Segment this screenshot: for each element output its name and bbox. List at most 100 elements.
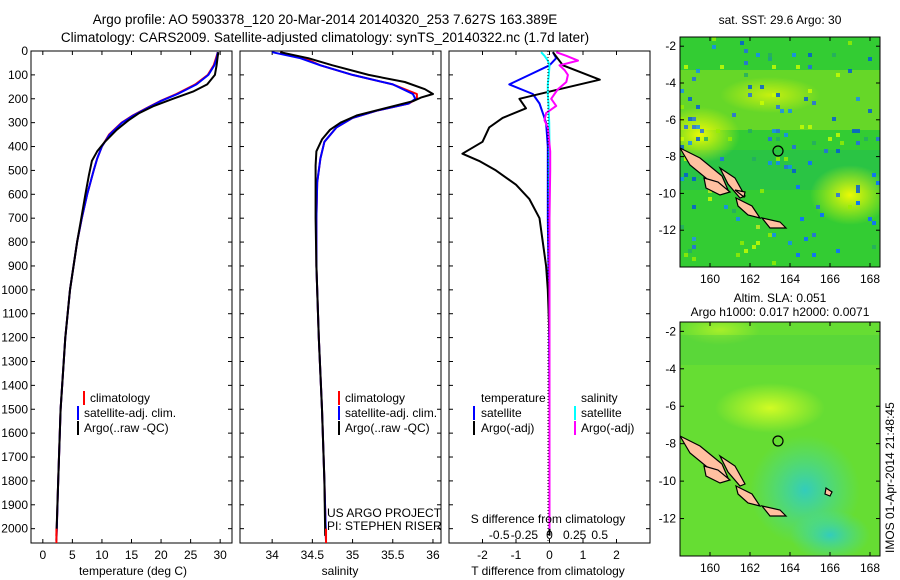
map-x-tick-label: 166 <box>820 561 840 575</box>
sst-pixel <box>692 77 696 81</box>
sst-pixel <box>704 137 708 141</box>
sst-pixel <box>692 257 696 261</box>
sst-pixel <box>792 169 796 173</box>
map-y-tick-label: -12 <box>659 223 677 237</box>
sst-pixel <box>796 253 800 257</box>
sla-map-ticks: 160 162 164 166 168 -2 -4 -6 -8 -10 -12 <box>659 322 880 575</box>
depth-tick-label: 2000 <box>1 522 28 536</box>
sst-pixel <box>768 137 772 141</box>
argo-location-marker <box>772 145 784 157</box>
x-tick-label: 30 <box>213 548 227 562</box>
sst-pixel <box>836 149 840 153</box>
depth-tick-label: 1000 <box>1 283 28 297</box>
sst-pixel <box>804 97 808 101</box>
map-x-tick-label: 168 <box>860 272 880 286</box>
depth-tick-label: 1900 <box>1 498 28 512</box>
island-shape <box>735 196 762 219</box>
sst-pixel <box>768 53 772 57</box>
sst-pixel <box>808 125 812 129</box>
sst-pixel <box>772 261 776 265</box>
map-y-tick-label: -10 <box>659 474 677 488</box>
legend-label-s-argo: Argo(-adj) <box>581 421 634 435</box>
map-y-tick-label: -2 <box>665 324 676 338</box>
legend-label-t-satellite: satellite <box>481 406 522 420</box>
depth-tick-labels: 0 100 200 300 400 500 600 700 800 900 1000 1100 1200… <box>1 44 650 536</box>
sst-pixel <box>768 161 772 165</box>
x-tick-label: 15 <box>125 548 139 562</box>
sst-pixel <box>696 125 700 129</box>
sst-pixel <box>692 237 696 241</box>
map-y-tick-label: -12 <box>659 512 677 526</box>
sst-pixel <box>716 129 720 133</box>
sst-pixel <box>708 197 712 201</box>
t-difference-axis-label: T difference from climatology <box>471 564 625 578</box>
map-y-tick-label: -10 <box>659 186 677 200</box>
sst-pixel <box>748 93 752 97</box>
x-tick-label: -2 <box>477 548 488 562</box>
argo-location-marker <box>772 435 784 447</box>
sst-pixel <box>772 129 776 133</box>
sla-map <box>680 322 880 556</box>
sst-pixel <box>776 93 780 97</box>
map-y-tick-label: -6 <box>665 113 676 127</box>
sst-pixel <box>736 253 740 257</box>
sst-pixel <box>680 145 684 149</box>
depth-tick-label: 200 <box>8 92 28 106</box>
sst-pixel <box>856 141 860 145</box>
sst-warm-patch <box>720 77 820 113</box>
map-x-tick-label: 160 <box>700 561 720 575</box>
depth-tick-label: 1300 <box>1 354 28 368</box>
map-x-tick-label: 168 <box>860 561 880 575</box>
island-shape <box>760 505 788 517</box>
x-tick-label: 35 <box>346 548 360 562</box>
sst-pixel <box>752 157 756 161</box>
sla-low-patch <box>790 510 870 556</box>
depth-tick-label: 1100 <box>2 307 28 321</box>
sst-pixel <box>788 241 792 245</box>
sst-pixel <box>824 149 828 153</box>
sst-pixel <box>848 41 852 45</box>
legend-title-salinity: salinity <box>581 391 618 405</box>
series-line-salinity-argo-adj- <box>543 51 579 529</box>
depth-tick-label: 0 <box>21 44 28 58</box>
sst-pixel <box>868 109 872 113</box>
legend-label-s-satellite: satellite <box>581 406 622 420</box>
s-diff-tick-label: -0.25 <box>511 528 539 542</box>
sst-pixel <box>812 141 816 145</box>
legend-title-temperature: temperature <box>481 391 546 405</box>
map-y-tick-label: -4 <box>665 362 676 376</box>
sst-pixel <box>696 105 700 109</box>
sst-pixel <box>808 89 812 93</box>
sst-pixel <box>756 225 760 229</box>
sst-pixel <box>772 65 776 69</box>
island-shape <box>760 217 788 229</box>
depth-tick-label: 1700 <box>1 450 28 464</box>
x-tick-label: 5 <box>69 548 76 562</box>
map-x-tick-label: 164 <box>780 272 800 286</box>
depth-tick-label: 1500 <box>1 402 28 416</box>
sst-pixel <box>804 237 808 241</box>
sst-pixel <box>728 137 732 141</box>
sst-pixel <box>688 249 692 253</box>
legend-label-climatology: climatology <box>345 391 405 405</box>
sst-pixel <box>776 161 780 165</box>
difference-salinity-legend: salinity satellite Argo(-adj) <box>574 391 634 435</box>
sst-pixel <box>680 225 684 229</box>
sst-pixel <box>876 137 880 141</box>
sst-pixel <box>812 101 816 105</box>
x-tick-label: 35.5 <box>381 548 405 562</box>
sst-pixel <box>744 249 748 253</box>
sst-pixel <box>740 41 744 45</box>
sst-pixel <box>688 117 692 121</box>
salinity-axis: 34 34.5 35 35.5 36 <box>265 51 440 562</box>
sst-pixel <box>848 205 852 209</box>
sst-pixel <box>840 141 844 145</box>
s-diff-tick-label: 0.5 <box>591 528 608 542</box>
depth-tick-label: 1800 <box>1 474 28 488</box>
x-tick-label: 10 <box>95 548 109 562</box>
project-annotation-line-1: US ARGO PROJECT <box>327 506 442 520</box>
x-tick-label: 34.5 <box>301 548 325 562</box>
sst-pixel <box>836 73 840 77</box>
sst-pixel <box>876 181 880 185</box>
